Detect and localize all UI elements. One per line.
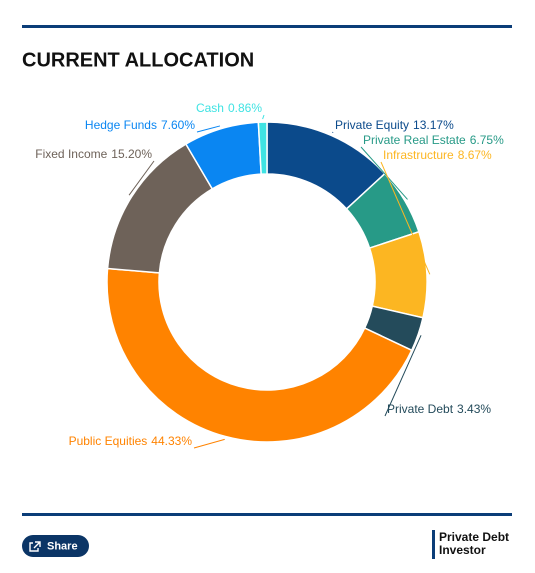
slice-name: Infrastructure [383,148,454,162]
slice-label: Fixed Income 15.20% [35,147,152,161]
slice-label: Private Debt 3.43% [387,402,491,416]
slice-name: Private Equity [335,118,409,132]
logo-line: Investor [439,543,486,557]
leader-line [360,146,408,200]
slice-label: Public Equities 44.33% [69,434,193,448]
donut-segment [106,267,413,443]
slice-name: Cash [196,101,224,115]
bottom-rule [22,513,512,516]
logo-bar [432,530,435,559]
share-button[interactable]: Share [22,535,89,557]
slice-value: 6.75% [470,133,504,147]
slice-value: 0.86% [228,101,262,115]
slice-value: 8.67% [458,148,492,162]
slice-name: Public Equities [69,434,148,448]
donut-segment [368,230,428,319]
slice-label: Private Real Estate 6.75% [363,133,504,147]
share-label[interactable]: Share [47,540,78,552]
slice-value: 3.43% [457,402,491,416]
leader-line [193,438,225,449]
slice-name: Private Debt [387,402,454,416]
donut-segment [257,121,268,175]
slice-label: Cash 0.86% [196,101,262,115]
slice-value: 7.60% [161,118,195,132]
leader-line [196,125,221,133]
leader-line [128,160,155,196]
leader-line [380,161,431,275]
slice-label: Hedge Funds 7.60% [85,118,195,132]
slice-name: Hedge Funds [85,118,157,132]
slice-label: Infrastructure 8.67% [383,148,492,162]
share-pill[interactable] [22,535,89,557]
slice-value: 15.20% [111,147,152,161]
top-rule [22,25,512,28]
slice-name: Fixed Income [35,147,107,161]
slice-value: 13.17% [413,118,454,132]
share-icon [29,541,41,552]
slice-value: 44.33% [151,434,192,448]
donut: Private Equity 13.17%Private Real Estate 6… [35,101,504,449]
leader-line [384,335,422,417]
slice-name: Private Real Estate [363,133,466,147]
logo-line: Private Debt [439,530,509,544]
leader-line [262,114,265,120]
slice-label: Private Equity 13.17% [335,118,454,132]
chart-title: CURRENT ALLOCATION [22,49,254,71]
